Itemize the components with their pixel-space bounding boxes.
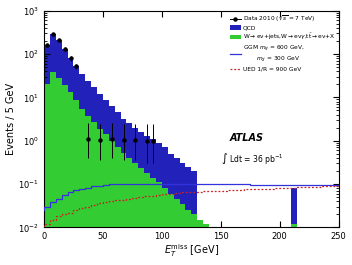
Bar (191, 214, 197, 265)
Bar (191, 171, 197, 265)
Bar (44, 84, 50, 265)
Y-axis label: Events / 5 GeV: Events / 5 GeV (6, 83, 15, 155)
Bar (156, 182, 162, 265)
Bar (150, 178, 156, 265)
Bar (197, 220, 203, 265)
Text: ATLAS: ATLAS (230, 133, 264, 143)
Bar (291, 224, 297, 265)
Bar (91, 122, 97, 265)
Bar (85, 81, 91, 265)
Bar (162, 188, 168, 265)
Bar (144, 173, 150, 265)
X-axis label: $E_{T}^{\mathrm{miss}}$ [GeV]: $E_{T}^{\mathrm{miss}}$ [GeV] (164, 243, 219, 259)
Bar (126, 123, 132, 265)
Bar (115, 112, 121, 265)
Bar (180, 164, 186, 265)
Bar (162, 147, 168, 265)
Bar (79, 74, 85, 265)
Bar (103, 100, 109, 265)
Bar (174, 158, 180, 265)
Bar (180, 204, 186, 265)
Bar (62, 85, 68, 265)
Bar (150, 139, 156, 265)
Bar (56, 78, 62, 265)
Bar (91, 87, 97, 265)
Bar (121, 153, 126, 265)
Bar (132, 164, 138, 265)
Text: $\int$ Ldt = 36 pb$^{-1}$: $\int$ Ldt = 36 pb$^{-1}$ (221, 151, 283, 166)
Bar (74, 67, 79, 265)
Bar (85, 116, 91, 265)
Bar (97, 94, 103, 265)
Bar (138, 132, 144, 265)
Bar (138, 168, 144, 265)
Bar (209, 227, 215, 265)
Bar (174, 199, 180, 265)
Bar (215, 232, 221, 265)
Bar (115, 147, 121, 265)
Bar (79, 109, 85, 265)
Bar (109, 107, 115, 265)
Bar (50, 34, 56, 265)
Bar (97, 129, 103, 265)
Bar (62, 49, 68, 265)
Bar (186, 210, 191, 265)
Bar (103, 134, 109, 265)
Bar (74, 100, 79, 265)
Bar (44, 45, 50, 265)
Bar (56, 40, 62, 265)
Bar (50, 72, 56, 265)
Bar (144, 136, 150, 265)
Bar (168, 154, 174, 265)
Bar (186, 167, 191, 265)
Bar (121, 119, 126, 265)
Bar (203, 224, 209, 265)
Bar (156, 143, 162, 265)
Bar (126, 158, 132, 265)
Bar (68, 58, 74, 265)
Bar (291, 188, 297, 265)
Bar (132, 128, 138, 265)
Legend: Data 2010 ($\sqrt{\mathit{s}}$ = 7 TeV), QCD, W$\rightarrow$ev+jets,W$\rightarro: Data 2010 ($\sqrt{\mathit{s}}$ = 7 TeV),… (229, 12, 337, 73)
Bar (168, 194, 174, 265)
Bar (68, 92, 74, 265)
Bar (109, 141, 115, 265)
